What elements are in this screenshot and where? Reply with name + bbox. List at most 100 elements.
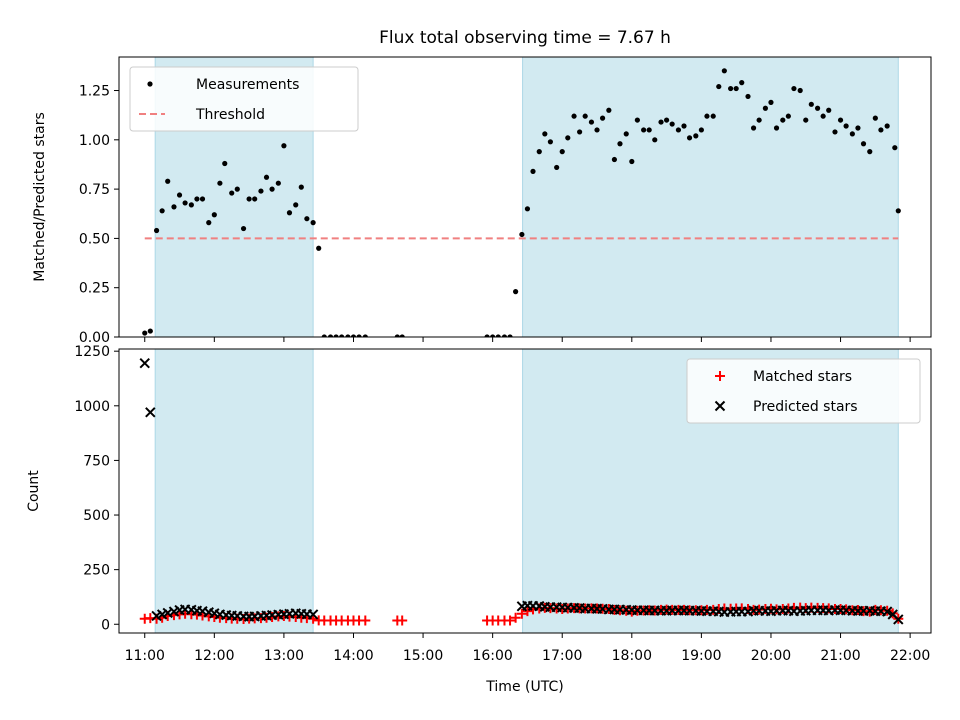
measurement-point (884, 123, 890, 129)
panels: 0.00 0.25 0.50 0.75 1.00 1.25 Matched/Predicte… (26, 56, 932, 664)
measurement-point (623, 131, 629, 137)
measurement-point (739, 80, 745, 86)
x-tick-label: 18:00 (612, 648, 652, 664)
measurement-point (263, 174, 270, 180)
y-tick-label: 0.75 (79, 182, 110, 198)
plot-frame (118, 56, 932, 338)
legend-label: Measurements (196, 77, 299, 93)
x-tick-label: 17:00 (542, 648, 582, 664)
data-points (142, 68, 901, 337)
y-tick-label: 0.50 (79, 231, 110, 247)
measurement-point (490, 334, 496, 337)
measurement-point (399, 334, 405, 337)
measurement-point (176, 192, 183, 198)
measurement-point (855, 125, 861, 131)
measurement-point (524, 206, 531, 212)
measurement-point (542, 131, 548, 137)
y-tick-label: 0.25 (79, 281, 110, 297)
legend-predicted-marker (714, 400, 726, 412)
measurement-point (867, 149, 873, 155)
matched-star-marker (397, 615, 408, 626)
measurement-point (142, 330, 148, 336)
measurement-point (495, 334, 501, 337)
measurement-point (745, 93, 751, 100)
matched-star-marker (360, 615, 371, 626)
data-points (139, 357, 904, 626)
y-tick-label: 750 (83, 453, 110, 469)
measurement-point (768, 99, 774, 105)
measurement-point (693, 133, 699, 139)
measurement-point (513, 289, 519, 295)
measurement-point (327, 334, 334, 337)
measurement-point (350, 334, 357, 337)
x-tick-label: 16:00 (472, 648, 512, 664)
measurement-point (316, 245, 322, 251)
measurement-point (345, 334, 351, 337)
legend-label: Matched stars (753, 369, 852, 385)
measurement-point (750, 125, 757, 131)
measurement-point (698, 127, 704, 133)
measurement-point (716, 83, 722, 90)
measurement-point (892, 145, 898, 151)
measurement-point (547, 139, 553, 145)
x-tick-label: 19:00 (681, 648, 721, 664)
legend-measurement-marker (147, 81, 153, 87)
y-tick-label: 1250 (74, 344, 110, 360)
measurement-point (194, 196, 200, 202)
measurement-point (849, 131, 855, 137)
measurement-point (240, 225, 247, 232)
figure-title: Flux total observing time = 7.67 h (379, 28, 671, 48)
measurement-point (519, 231, 525, 238)
y-tick-label: 0 (101, 617, 110, 633)
matched-star-marker (522, 606, 533, 617)
measurement-point (217, 180, 223, 186)
y-tick-label: 1000 (74, 399, 110, 415)
measurement-point (791, 85, 797, 92)
measurement-point (222, 160, 228, 167)
predicted-star-marker (139, 357, 150, 369)
measurement-point (507, 334, 513, 337)
measurement-point (234, 186, 240, 192)
y-axis-label: Count (26, 470, 42, 512)
measurement-point (733, 85, 739, 92)
measurement-point (394, 334, 400, 337)
x-tick-label: 13:00 (264, 648, 304, 664)
legend: Measurements Threshold (129, 66, 359, 132)
x-tick-label: 15:00 (403, 648, 443, 664)
measurement-point (826, 107, 832, 113)
y-tick-label: 1.00 (79, 133, 110, 149)
x-tick-label: 22:00 (890, 648, 930, 664)
measurement-point (536, 149, 542, 155)
measurement-point (206, 220, 212, 226)
legend-matched-marker (715, 371, 725, 381)
measurement-point (153, 227, 160, 234)
measurement-point (686, 135, 693, 141)
measurement-point (646, 127, 652, 133)
x-tick-label: 11:00 (125, 648, 165, 664)
measurement-point (675, 127, 682, 133)
matched-star-marker (505, 615, 516, 626)
predicted-star-marker (893, 614, 904, 625)
measurement-point (669, 121, 675, 127)
measurement-point (837, 117, 844, 123)
measurement-point (872, 115, 878, 121)
measurement-point (188, 202, 194, 208)
legend-label: Threshold (195, 107, 265, 123)
measurement-point (211, 212, 217, 218)
matched-star-marker (516, 608, 527, 619)
measurement-point (599, 115, 606, 121)
measurement-point (258, 188, 264, 194)
measurement-point (559, 149, 565, 155)
measurement-point (147, 328, 153, 334)
y-tick-label: 0.00 (79, 330, 110, 346)
measurement-point (530, 168, 536, 174)
measurement-point (843, 123, 849, 129)
measurement-point (611, 156, 618, 163)
measurement-point (710, 113, 716, 119)
predicted-star-marker (307, 609, 319, 620)
measurement-point (832, 129, 838, 135)
measurement-point (588, 119, 595, 125)
measurement-point (554, 164, 560, 171)
shaded-span (154, 348, 314, 634)
measurement-point (658, 119, 664, 125)
